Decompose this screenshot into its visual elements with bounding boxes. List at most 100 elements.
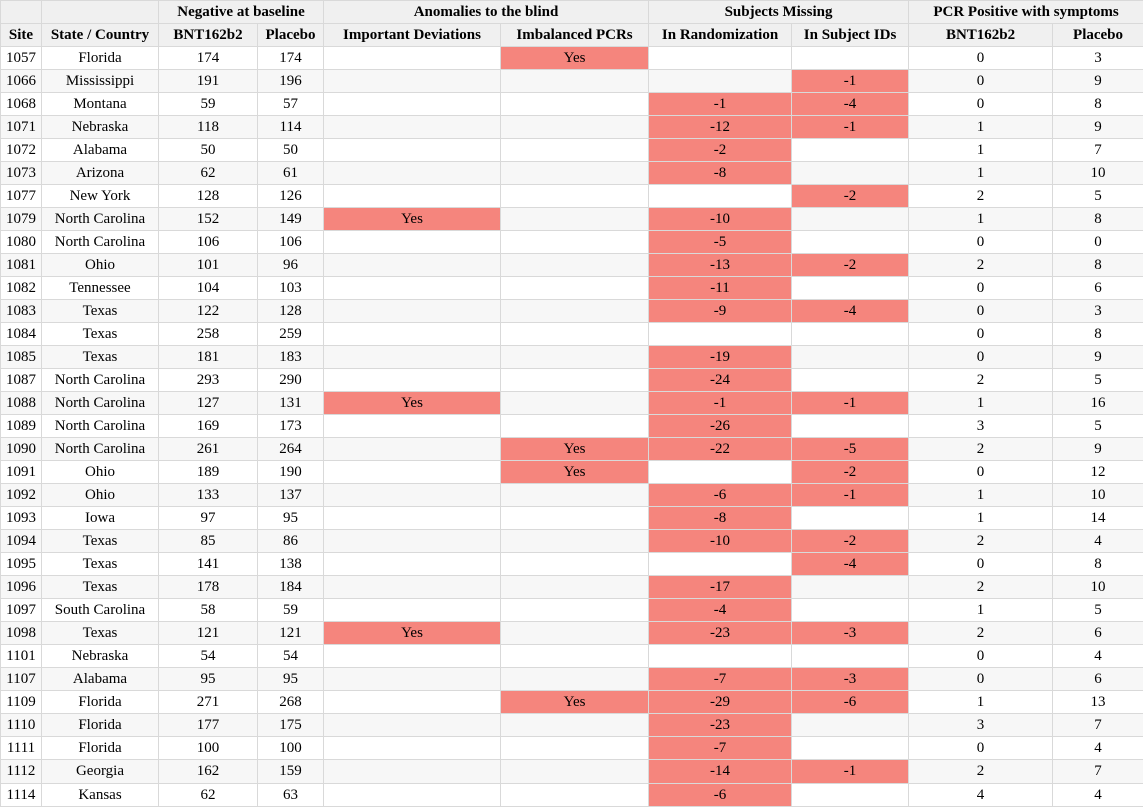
cell-site: 1068 xyxy=(0,92,42,117)
cell-pcr-positive-placebo: 9 xyxy=(1052,69,1143,94)
cell-imbalanced-pcrs xyxy=(500,414,650,439)
cell-missing-in-randomization: -23 xyxy=(648,621,793,646)
column-header-imbalanced-pcrs: Imbalanced PCRs xyxy=(500,23,650,47)
cell-important-deviations: Yes xyxy=(323,391,502,416)
cell-neg-baseline-bnt162b2: 95 xyxy=(158,667,258,692)
cell-imbalanced-pcrs: Yes xyxy=(500,460,650,485)
cell-state-country: North Carolina xyxy=(41,207,159,232)
column-header-site: Site xyxy=(0,23,42,47)
header-spacer xyxy=(41,0,159,24)
cell-important-deviations xyxy=(323,552,502,577)
cell-important-deviations xyxy=(323,69,502,94)
cell-neg-baseline-placebo: 121 xyxy=(256,621,325,646)
cell-missing-in-subject-ids xyxy=(791,506,910,531)
table-row: 1112 Georgia 162 159 -14 -1 2 7 xyxy=(0,759,1143,784)
cell-imbalanced-pcrs xyxy=(500,345,650,370)
cell-neg-baseline-placebo: 57 xyxy=(256,92,325,117)
cell-imbalanced-pcrs xyxy=(500,92,650,117)
table-row: 1077 New York 128 126 -2 2 5 xyxy=(0,184,1143,209)
cell-missing-in-randomization: -8 xyxy=(648,161,793,186)
cell-pcr-positive-placebo: 0 xyxy=(1052,230,1143,255)
cell-missing-in-randomization: -22 xyxy=(648,437,793,462)
cell-neg-baseline-placebo: 149 xyxy=(256,207,325,232)
cell-neg-baseline-bnt162b2: 128 xyxy=(158,184,258,209)
cell-pcr-positive-placebo: 5 xyxy=(1052,414,1143,439)
cell-site: 1084 xyxy=(0,322,42,347)
cell-state-country: Arizona xyxy=(41,161,159,186)
cell-state-country: North Carolina xyxy=(41,391,159,416)
cell-pcr-positive-placebo: 10 xyxy=(1052,575,1143,600)
cell-neg-baseline-bnt162b2: 106 xyxy=(158,230,258,255)
cell-site: 1098 xyxy=(0,621,42,646)
table-row: 1101 Nebraska 54 54 0 4 xyxy=(0,644,1143,669)
cell-imbalanced-pcrs xyxy=(500,713,650,738)
cell-neg-baseline-bnt162b2: 54 xyxy=(158,644,258,669)
cell-important-deviations xyxy=(323,667,502,692)
cell-pcr-positive-bnt162b2: 3 xyxy=(908,713,1054,738)
cell-pcr-positive-bnt162b2: 0 xyxy=(908,460,1054,485)
cell-pcr-positive-bnt162b2: 4 xyxy=(908,782,1054,807)
cell-site: 1077 xyxy=(0,184,42,209)
cell-missing-in-subject-ids: -2 xyxy=(791,529,910,554)
cell-state-country: Ohio xyxy=(41,460,159,485)
cell-important-deviations: Yes xyxy=(323,621,502,646)
cell-missing-in-subject-ids: -1 xyxy=(791,391,910,416)
cell-neg-baseline-placebo: 54 xyxy=(256,644,325,669)
cell-pcr-positive-placebo: 4 xyxy=(1052,782,1143,807)
cell-neg-baseline-placebo: 95 xyxy=(256,506,325,531)
cell-neg-baseline-placebo: 106 xyxy=(256,230,325,255)
cell-imbalanced-pcrs: Yes xyxy=(500,437,650,462)
cell-site: 1097 xyxy=(0,598,42,623)
cell-pcr-positive-placebo: 6 xyxy=(1052,276,1143,301)
group-header-anomalies-to-the-blind: Anomalies to the blind xyxy=(323,0,650,24)
cell-important-deviations xyxy=(323,506,502,531)
cell-important-deviations xyxy=(323,253,502,278)
cell-pcr-positive-placebo: 10 xyxy=(1052,161,1143,186)
cell-imbalanced-pcrs xyxy=(500,598,650,623)
cell-site: 1082 xyxy=(0,276,42,301)
cell-important-deviations xyxy=(323,575,502,600)
cell-missing-in-randomization: -2 xyxy=(648,138,793,163)
cell-state-country: Florida xyxy=(41,736,159,761)
cell-state-country: Nebraska xyxy=(41,115,159,140)
cell-state-country: Georgia xyxy=(41,759,159,784)
cell-neg-baseline-bnt162b2: 152 xyxy=(158,207,258,232)
cell-pcr-positive-placebo: 8 xyxy=(1052,207,1143,232)
cell-missing-in-subject-ids xyxy=(791,713,910,738)
cell-site: 1085 xyxy=(0,345,42,370)
cell-missing-in-subject-ids xyxy=(791,230,910,255)
cell-important-deviations xyxy=(323,483,502,508)
cell-neg-baseline-placebo: 100 xyxy=(256,736,325,761)
cell-missing-in-subject-ids: -2 xyxy=(791,184,910,209)
cell-site: 1110 xyxy=(0,713,42,738)
cell-neg-baseline-bnt162b2: 169 xyxy=(158,414,258,439)
cell-pcr-positive-bnt162b2: 1 xyxy=(908,483,1054,508)
cell-missing-in-subject-ids xyxy=(791,414,910,439)
cell-neg-baseline-placebo: 196 xyxy=(256,69,325,94)
cell-missing-in-subject-ids xyxy=(791,598,910,623)
cell-missing-in-randomization: -1 xyxy=(648,391,793,416)
cell-state-country: Mississippi xyxy=(41,69,159,94)
cell-state-country: Montana xyxy=(41,92,159,117)
cell-site: 1109 xyxy=(0,690,42,715)
cell-missing-in-subject-ids xyxy=(791,575,910,600)
cell-missing-in-subject-ids xyxy=(791,45,910,71)
cell-missing-in-randomization: -1 xyxy=(648,92,793,117)
cell-missing-in-subject-ids: -4 xyxy=(791,92,910,117)
cell-state-country: North Carolina xyxy=(41,230,159,255)
cell-site: 1094 xyxy=(0,529,42,554)
table-row: 1114 Kansas 62 63 -6 4 4 xyxy=(0,782,1143,807)
cell-pcr-positive-bnt162b2: 1 xyxy=(908,391,1054,416)
cell-pcr-positive-placebo: 9 xyxy=(1052,115,1143,140)
group-header-row: Negative at baseline Anomalies to the bl… xyxy=(0,0,1143,24)
table-row: 1087 North Carolina 293 290 -24 2 5 xyxy=(0,368,1143,393)
cell-missing-in-randomization: -6 xyxy=(648,483,793,508)
cell-missing-in-subject-ids: -2 xyxy=(791,253,910,278)
cell-pcr-positive-placebo: 6 xyxy=(1052,621,1143,646)
cell-neg-baseline-bnt162b2: 62 xyxy=(158,782,258,807)
cell-state-country: Iowa xyxy=(41,506,159,531)
cell-missing-in-subject-ids xyxy=(791,644,910,669)
cell-neg-baseline-placebo: 61 xyxy=(256,161,325,186)
cell-pcr-positive-placebo: 5 xyxy=(1052,598,1143,623)
